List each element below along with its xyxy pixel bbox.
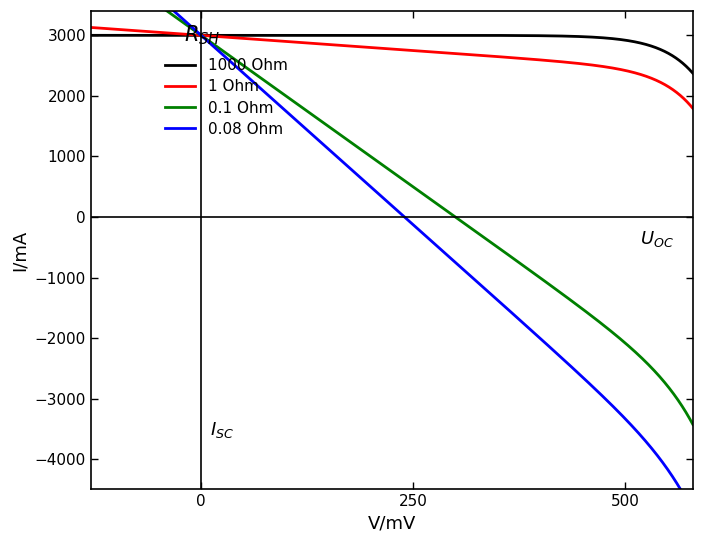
1000 Ohm (536, 33, 544, 39)
Text: $R_{SH}$: $R_{SH}$ (184, 23, 220, 47)
1000 Ohm (448, 32, 456, 39)
X-axis label: V/mV: V/mV (367, 515, 416, 533)
1000 Ohm (689, 70, 697, 77)
0.08 Ohm (536, 335, 544, 342)
0.1 Ohm (448, 211, 456, 218)
1000 Ohm (317, 32, 325, 39)
0.08 Ohm (582, 377, 590, 384)
0.1 Ohm (317, 118, 325, 124)
0.1 Ohm (196, 32, 204, 38)
1 Ohm (478, 52, 486, 59)
Y-axis label: I/mA: I/mA (11, 230, 29, 271)
1000 Ohm (87, 32, 95, 39)
0.1 Ohm (582, 308, 590, 315)
1 Ohm (196, 32, 204, 39)
1000 Ohm (582, 34, 590, 40)
1 Ohm (536, 57, 544, 63)
1 Ohm (87, 24, 95, 30)
Line: 0.1 Ohm: 0.1 Ohm (91, 0, 693, 424)
0.1 Ohm (478, 233, 486, 239)
1000 Ohm (196, 32, 204, 39)
0.1 Ohm (536, 275, 544, 281)
0.08 Ohm (478, 283, 486, 290)
Line: 1 Ohm: 1 Ohm (91, 27, 693, 108)
0.08 Ohm (448, 256, 456, 263)
Text: $U_{OC}$: $U_{OC}$ (641, 229, 674, 249)
Legend: 1000 Ohm, 1 Ohm, 0.1 Ohm, 0.08 Ohm: 1000 Ohm, 1 Ohm, 0.1 Ohm, 0.08 Ohm (158, 52, 294, 143)
0.08 Ohm (689, 509, 697, 516)
1 Ohm (689, 105, 697, 112)
0.08 Ohm (196, 32, 204, 38)
1 Ohm (317, 41, 325, 47)
1 Ohm (582, 61, 590, 67)
0.1 Ohm (689, 421, 697, 428)
0.08 Ohm (317, 139, 325, 146)
Line: 1000 Ohm: 1000 Ohm (91, 35, 693, 73)
1 Ohm (448, 50, 456, 57)
Line: 0.08 Ohm: 0.08 Ohm (91, 0, 693, 512)
1000 Ohm (478, 32, 486, 39)
Text: $I_{SC}$: $I_{SC}$ (210, 420, 234, 440)
